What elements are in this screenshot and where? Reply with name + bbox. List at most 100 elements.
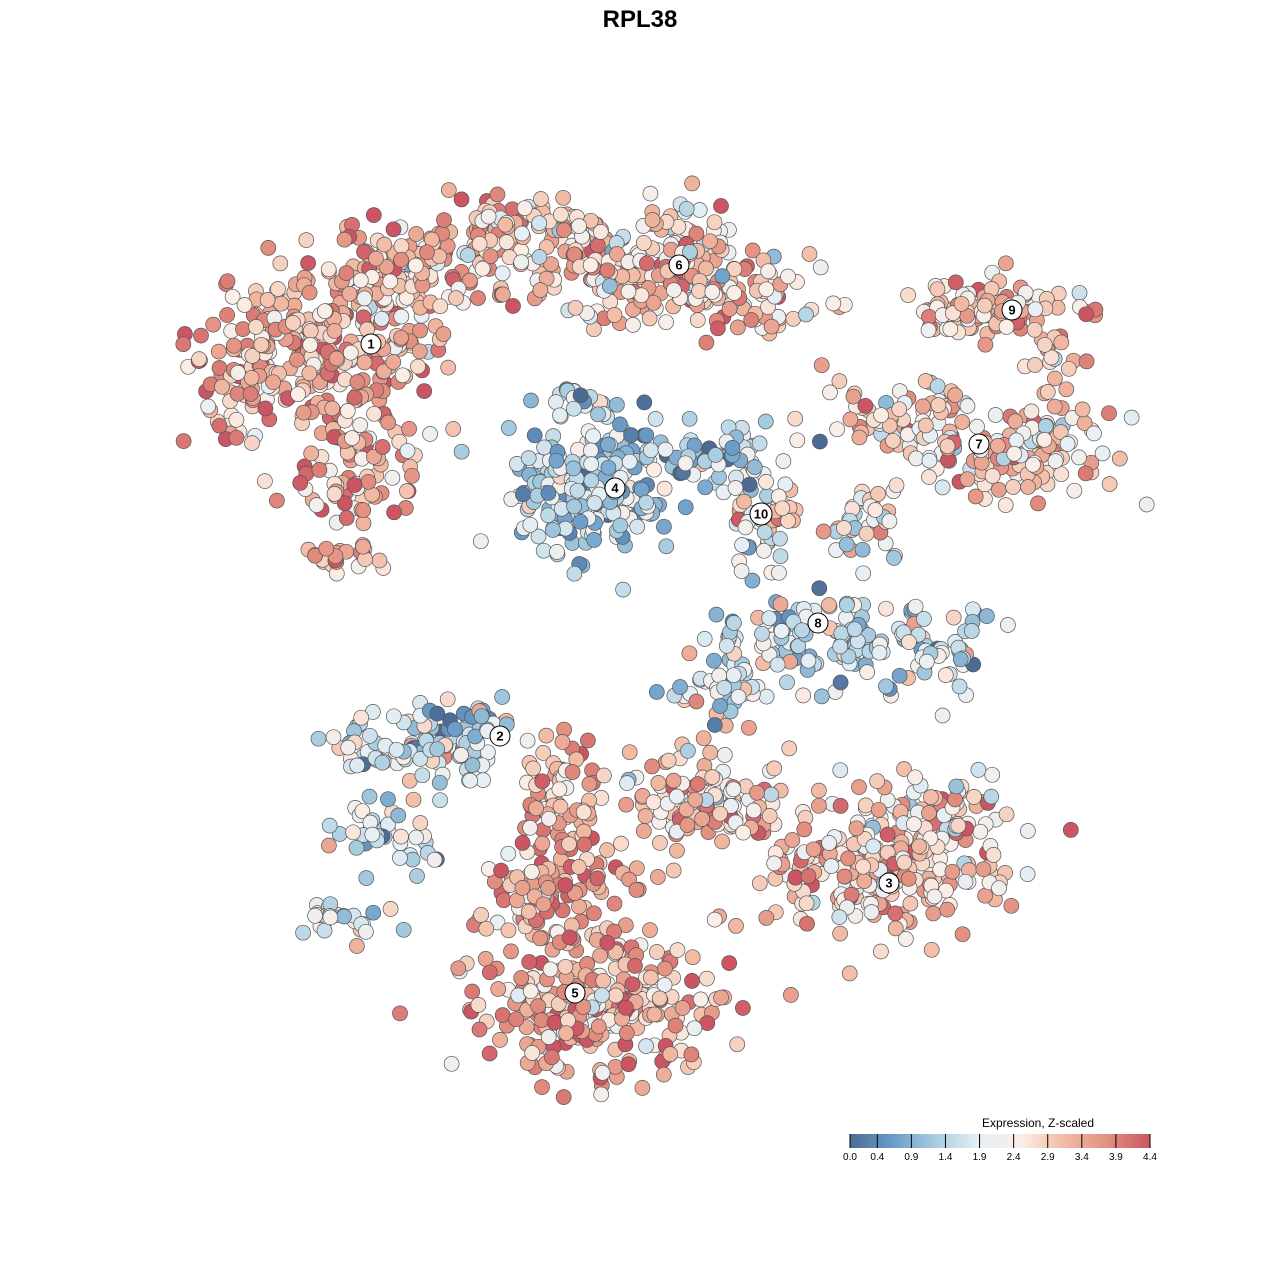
data-point	[921, 308, 937, 325]
data-point	[615, 581, 631, 598]
data-point	[656, 480, 673, 497]
data-point	[595, 972, 612, 989]
data-point	[812, 259, 829, 276]
data-point	[243, 369, 260, 386]
data-point	[432, 298, 449, 315]
data-point	[318, 540, 335, 557]
data-point	[322, 909, 339, 926]
data-point	[907, 598, 924, 615]
data-point	[708, 606, 725, 623]
data-point	[464, 757, 481, 773]
data-point	[443, 1055, 460, 1072]
data-point	[321, 837, 337, 854]
data-point	[779, 674, 795, 691]
data-point	[746, 459, 763, 475]
data-point	[811, 797, 827, 814]
data-point	[666, 282, 682, 298]
data-point	[887, 905, 904, 922]
data-point	[796, 821, 813, 838]
data-point	[538, 727, 555, 744]
data-point	[1078, 306, 1095, 323]
data-point	[503, 943, 519, 960]
data-point	[600, 436, 616, 453]
data-point	[374, 439, 391, 455]
data-point	[408, 226, 425, 242]
data-point	[1000, 617, 1016, 633]
data-point	[1077, 465, 1094, 482]
data-point	[219, 273, 236, 290]
data-point	[716, 747, 733, 763]
data-point	[635, 823, 652, 839]
data-point	[582, 257, 599, 274]
data-point	[754, 625, 770, 642]
data-point	[870, 486, 886, 502]
data-point	[699, 970, 715, 987]
data-point	[637, 808, 654, 824]
data-point	[219, 307, 235, 323]
data-point	[310, 730, 327, 747]
data-point	[358, 870, 375, 886]
data-point	[575, 804, 592, 821]
data-point	[743, 312, 760, 328]
cluster-label-badge	[564, 982, 586, 1004]
data-point	[947, 387, 963, 403]
data-point	[244, 348, 261, 364]
data-point	[175, 336, 192, 353]
data-point	[561, 836, 577, 852]
data-point	[695, 730, 712, 747]
data-point	[432, 792, 448, 809]
data-point	[859, 664, 876, 680]
data-point	[534, 1079, 550, 1095]
data-point	[520, 450, 537, 466]
data-point	[338, 510, 355, 526]
data-point	[522, 516, 539, 533]
data-point	[393, 252, 409, 268]
data-point	[906, 816, 922, 832]
data-point	[561, 929, 578, 946]
cluster-label-8: 8	[814, 616, 821, 631]
data-point	[301, 284, 318, 301]
data-point	[959, 398, 976, 414]
data-point	[970, 762, 987, 778]
data-point	[412, 751, 429, 767]
data-point	[594, 987, 610, 1004]
data-point	[365, 207, 382, 223]
data-point	[697, 479, 714, 496]
data-point	[815, 523, 832, 540]
data-point	[596, 767, 612, 784]
data-point	[265, 374, 281, 391]
data-point	[851, 779, 867, 795]
data-point	[269, 492, 285, 509]
data-point	[471, 1021, 488, 1038]
data-point	[1074, 401, 1091, 418]
data-point	[395, 921, 412, 938]
data-point	[674, 1000, 691, 1016]
data-point	[493, 862, 509, 879]
data-point	[677, 455, 694, 472]
data-point	[355, 538, 371, 555]
data-point	[407, 257, 424, 274]
data-point	[259, 292, 276, 308]
data-point	[706, 214, 723, 231]
data-point	[1007, 413, 1024, 430]
data-point	[649, 944, 665, 960]
data-point	[799, 915, 815, 932]
data-point	[489, 186, 506, 203]
data-point	[621, 453, 638, 470]
data-point	[566, 498, 582, 515]
data-point	[952, 651, 969, 668]
data-point	[787, 410, 804, 427]
data-point	[394, 367, 411, 384]
data-point	[848, 820, 865, 837]
data-point	[787, 869, 804, 886]
data-point	[341, 285, 358, 302]
data-point	[518, 1019, 535, 1036]
data-point	[472, 533, 489, 550]
cluster-label-10: 10	[754, 507, 768, 522]
data-point	[205, 316, 222, 333]
data-point	[606, 307, 623, 323]
data-point	[871, 644, 888, 661]
data-point	[822, 384, 838, 401]
data-point	[704, 284, 721, 300]
